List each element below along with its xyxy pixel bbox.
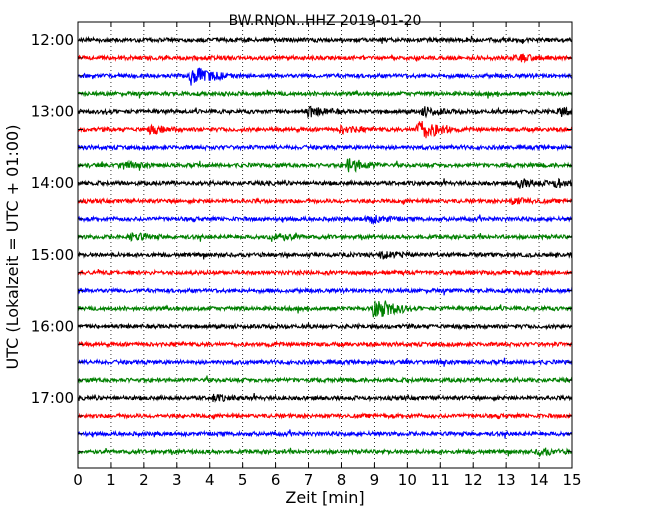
- trace-line: [77, 35, 573, 45]
- x-tick-label: 12: [464, 471, 483, 489]
- x-tick-label: 13: [497, 471, 516, 489]
- trace-line: [77, 67, 573, 86]
- x-axis-label: Zeit [min]: [285, 488, 364, 507]
- y-tick-label: 13:00: [31, 103, 74, 121]
- trace-line: [77, 300, 573, 318]
- trace-line: [77, 196, 573, 206]
- x-tick-label: 10: [398, 471, 417, 489]
- trace-line: [77, 447, 573, 457]
- x-tick-label: 2: [139, 471, 149, 489]
- trace-line: [77, 250, 573, 260]
- x-tick-label: 14: [530, 471, 549, 489]
- x-tick-label: 9: [370, 471, 380, 489]
- x-tick-label: 15: [562, 471, 581, 489]
- y-tick-label: 12:00: [31, 31, 74, 49]
- x-tick-label: 11: [431, 471, 450, 489]
- trace-line: [77, 105, 573, 119]
- trace-line: [77, 357, 573, 367]
- trace-line: [77, 321, 573, 331]
- trace-line: [77, 143, 573, 152]
- trace-line: [77, 121, 573, 139]
- trace-line: [77, 411, 573, 420]
- trace-line: [77, 231, 573, 242]
- trace-line: [77, 268, 573, 277]
- trace-line: [77, 286, 573, 296]
- chart-title: BW.RNON..HHZ 2019-01-20: [229, 13, 422, 29]
- axis-ticks: 0 1 2 3 4 5 6 7 8 9 10 11 12 13 14 1512:0013:0014:0015:…: [31, 22, 582, 489]
- trace-line: [77, 53, 573, 64]
- trace-line: [77, 340, 573, 349]
- y-tick-label: 16:00: [31, 317, 74, 335]
- trace-line: [77, 158, 573, 174]
- trace-line: [77, 429, 573, 439]
- grid-lines: [110, 22, 540, 468]
- x-tick-label: 3: [172, 471, 182, 489]
- x-tick-label: 8: [337, 471, 347, 489]
- plot-frame: [77, 21, 573, 469]
- x-tick-label: 7: [304, 471, 314, 489]
- y-tick-label: 14:00: [31, 174, 74, 192]
- seismic-traces: [77, 35, 573, 457]
- x-tick-label: 1: [106, 471, 116, 489]
- y-tick-label: 17:00: [31, 389, 74, 407]
- x-tick-label: 6: [271, 471, 281, 489]
- trace-line: [77, 214, 573, 226]
- x-tick-label: 5: [238, 471, 248, 489]
- x-tick-label: 4: [205, 471, 215, 489]
- trace-line: [77, 393, 573, 404]
- trace-line: [77, 177, 573, 189]
- y-axis-label: UTC (Lokalzeit = UTC + 01:00): [3, 125, 22, 370]
- trace-line: [77, 89, 573, 99]
- trace-line: [77, 375, 573, 385]
- x-tick-label: 0: [73, 471, 83, 489]
- y-tick-label: 15:00: [31, 246, 74, 264]
